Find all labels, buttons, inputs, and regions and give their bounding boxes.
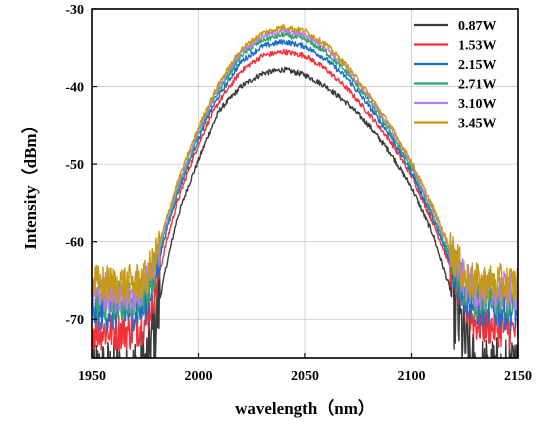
y-tick-label: -70 bbox=[65, 313, 84, 328]
series-group bbox=[92, 23, 518, 358]
y-tick-label: -50 bbox=[65, 158, 84, 173]
x-tick-label: 2000 bbox=[185, 369, 213, 384]
legend-label: 3.45W bbox=[458, 117, 497, 132]
legend-label: 2.71W bbox=[458, 78, 497, 93]
series-line-3.45W bbox=[92, 23, 518, 305]
x-tick-label: 2150 bbox=[504, 369, 532, 384]
y-axis-title: Intensity（dBm） bbox=[20, 116, 40, 249]
x-tick-label: 2050 bbox=[291, 369, 319, 384]
x-axis-title: wavelength（nm） bbox=[235, 398, 375, 418]
legend-label: 3.10W bbox=[458, 97, 497, 112]
legend-label: 2.15W bbox=[458, 58, 497, 73]
y-tick-label: -60 bbox=[65, 236, 84, 251]
series-line-2.15W bbox=[92, 38, 518, 332]
series-line-0.87W bbox=[92, 66, 518, 358]
legend: 0.87W 1.53W 2.15W 2.71W 3.10W 3.45W bbox=[414, 19, 497, 132]
y-tick-label: -30 bbox=[65, 3, 84, 18]
x-tick-label: 2100 bbox=[398, 369, 426, 384]
legend-label: 1.53W bbox=[458, 39, 497, 54]
legend-label: 0.87W bbox=[458, 19, 497, 34]
y-tick-label: -40 bbox=[65, 81, 84, 96]
axis-ticks: 1950 2000 2050 2100 2150 -30 -40 -50 -60 -70 bbox=[65, 3, 532, 384]
x-tick-label: 1950 bbox=[78, 369, 106, 384]
series-line-2.71W bbox=[92, 31, 518, 321]
